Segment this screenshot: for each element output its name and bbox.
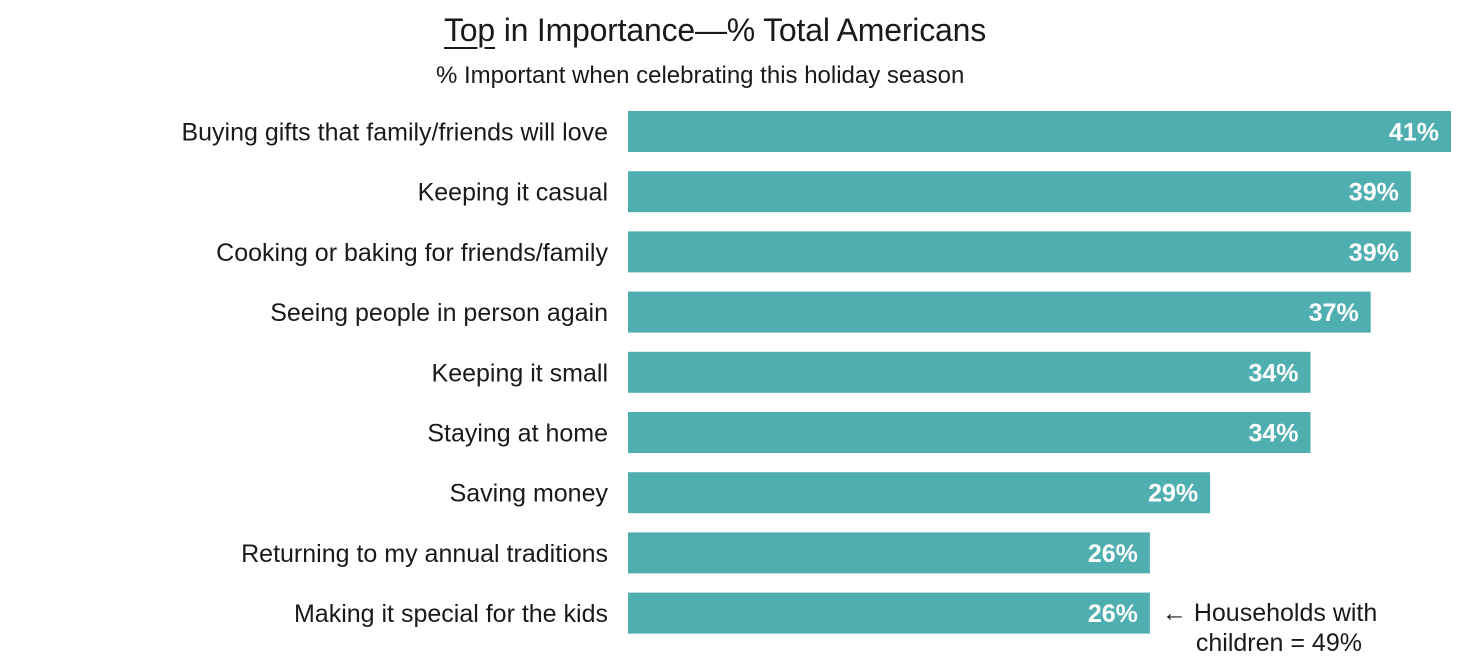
category-label: Returning to my annual traditions — [241, 540, 608, 568]
annotation-line-2: children = 49% — [1196, 629, 1362, 657]
bar — [628, 171, 1411, 213]
bar — [628, 472, 1211, 514]
annotation-line-1: ← Households with — [1162, 599, 1377, 627]
value-label: 34% — [1248, 420, 1298, 448]
chart-title-emphasis: Top — [444, 12, 495, 48]
category-label: Keeping it small — [432, 359, 608, 387]
bar — [628, 231, 1411, 273]
bar — [628, 412, 1311, 453]
category-label: Making it special for the kids — [294, 600, 608, 628]
category-label: Seeing people in person again — [270, 299, 608, 327]
chart-subtitle: % Important when celebrating this holida… — [436, 62, 965, 89]
category-label: Staying at home — [427, 420, 608, 448]
bar — [628, 291, 1371, 333]
category-label: Saving money — [450, 480, 609, 508]
category-labels: Buying gifts that family/friends will lo… — [181, 119, 608, 629]
chart-title-rest: in Importance—% Total Americans — [495, 12, 987, 48]
bar — [628, 351, 1311, 393]
value-label: 26% — [1088, 540, 1138, 568]
category-label: Buying gifts that family/friends will lo… — [181, 119, 608, 147]
value-label: 29% — [1148, 480, 1198, 508]
value-label: 39% — [1349, 239, 1399, 267]
bar — [628, 532, 1150, 574]
bar — [628, 111, 1451, 152]
bars — [628, 111, 1451, 634]
value-label: 39% — [1349, 179, 1399, 207]
value-label: 41% — [1389, 119, 1439, 147]
category-label: Keeping it casual — [418, 179, 608, 207]
chart-title: Top in Importance—% Total Americans — [444, 12, 986, 49]
value-labels: 41% 39% 39% 37% 34% 34% 29% 26% 26% — [1088, 119, 1439, 629]
bar — [628, 592, 1150, 634]
value-label: 37% — [1309, 299, 1359, 327]
category-label: Cooking or baking for friends/family — [216, 239, 608, 267]
value-label: 34% — [1248, 359, 1298, 387]
value-label: 26% — [1088, 600, 1138, 628]
